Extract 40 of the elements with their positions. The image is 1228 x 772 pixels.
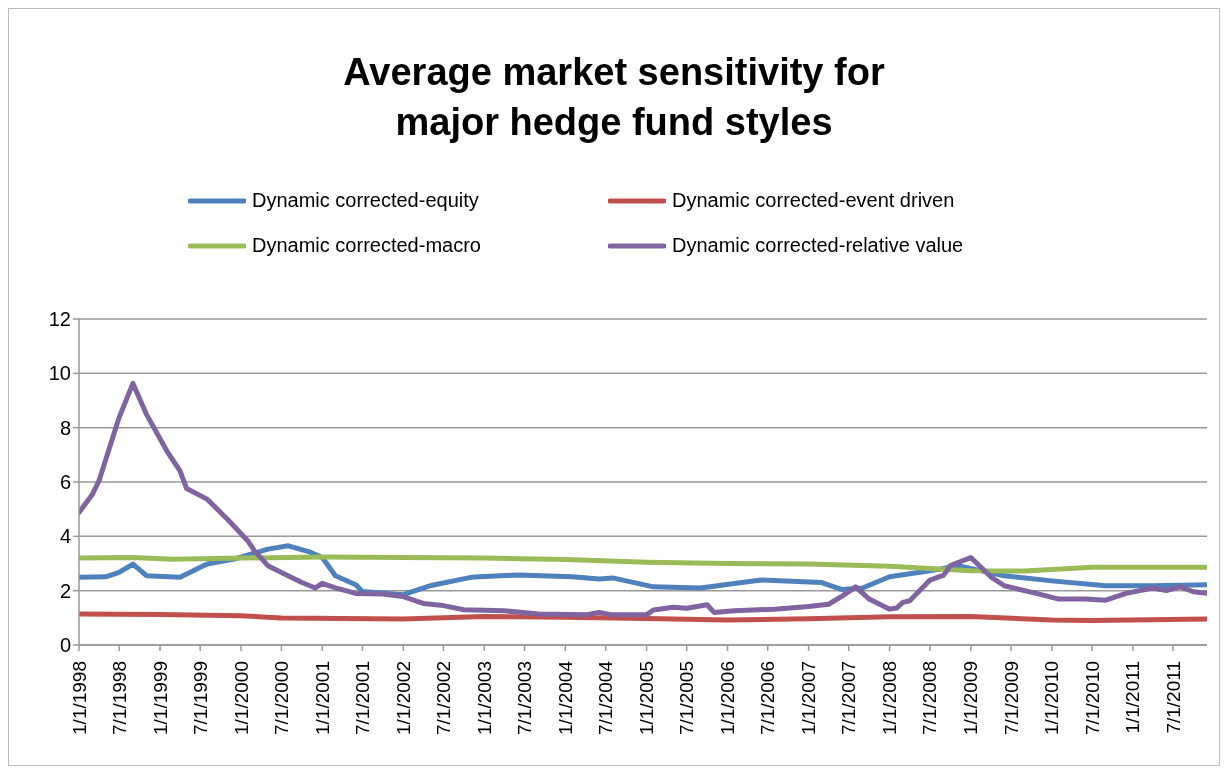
x-tick-label: 7/1/2006 <box>757 661 779 735</box>
x-tick-label: 1/1/1999 <box>149 661 171 735</box>
legend-label: Dynamic corrected-equity <box>252 189 479 212</box>
x-tick-label: 7/1/2003 <box>513 661 535 735</box>
y-tick-label: 2 <box>59 579 71 602</box>
x-tick-label: 7/1/1998 <box>108 661 130 735</box>
x-tick-label: 7/1/2001 <box>351 661 373 735</box>
x-tick-label: 1/1/2004 <box>554 660 576 735</box>
y-tick-label: 12 <box>48 308 71 331</box>
x-tick-label: 7/1/2009 <box>1000 661 1022 735</box>
x-tick-label: 1/1/2003 <box>473 661 495 735</box>
x-tick-label: 1/1/2011 <box>1122 661 1144 734</box>
legend-label: Dynamic corrected-event driven <box>672 189 955 212</box>
x-tick-label: 1/1/2005 <box>636 661 658 735</box>
x-tick-label: 1/1/1998 <box>68 661 90 735</box>
y-tick-label: 0 <box>59 634 71 657</box>
x-tick-label: 7/1/2000 <box>270 661 292 735</box>
x-tick-label: 1/1/2009 <box>960 661 982 735</box>
y-tick-label: 10 <box>48 362 71 385</box>
x-tick-label: 7/1/2002 <box>432 661 454 735</box>
x-tick-label: 7/1/2005 <box>676 661 698 735</box>
chart-title: Average market sensitivity for major hedge fund styles <box>342 50 886 145</box>
x-tick-label: 7/1/2007 <box>838 661 860 735</box>
y-tick-label: 6 <box>59 471 71 494</box>
x-tick-label: 7/1/1999 <box>189 661 211 735</box>
x-tick-label: 1/1/2008 <box>879 661 901 735</box>
x-tick-label: 7/1/2010 <box>1081 661 1103 735</box>
y-tick-label: 4 <box>59 525 71 548</box>
legend-label: Dynamic corrected-macro <box>252 234 481 257</box>
x-tick-label: 1/1/2001 <box>311 661 333 735</box>
x-tick-label: 7/1/2011 <box>1162 661 1184 734</box>
x-tick-label: 1/1/2002 <box>392 661 414 735</box>
x-tick-label: 7/1/2008 <box>919 661 941 735</box>
x-tick-label: 1/1/2007 <box>798 661 820 735</box>
y-tick-label: 8 <box>59 416 71 439</box>
x-tick-label: 1/1/2006 <box>717 661 739 735</box>
legend-label: Dynamic corrected-relative value <box>672 234 964 257</box>
x-tick-label: 1/1/2000 <box>230 661 252 735</box>
x-tick-label: 7/1/2004 <box>595 660 617 735</box>
x-tick-label: 1/1/2010 <box>1041 661 1063 735</box>
